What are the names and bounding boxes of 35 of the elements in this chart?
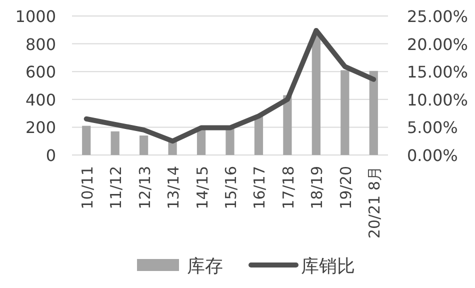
x-tick-label: 18/19 <box>308 166 326 210</box>
bar <box>340 70 350 155</box>
y-tick-label: 1000 <box>15 7 56 26</box>
x-tick-label: 11/12 <box>107 166 126 210</box>
bar <box>369 70 378 155</box>
y2-tick-label: 15.00% <box>407 62 468 82</box>
x-tick-label: 16/17 <box>250 166 269 210</box>
bar <box>283 95 292 155</box>
bar <box>254 115 264 155</box>
x-tick-label: 12/13 <box>136 166 154 210</box>
y2-tick-label: 5.00% <box>407 118 458 138</box>
y2-tick-label: 0.00% <box>407 146 458 165</box>
x-tick-label: 13/14 <box>164 166 183 210</box>
x-tick-label: 10/11 <box>78 166 96 210</box>
legend-label: 库存 <box>187 256 223 277</box>
x-tick-label: 14/15 <box>193 166 212 210</box>
y-tick-label: 400 <box>25 90 56 110</box>
y-tick-label: 0 <box>46 146 56 165</box>
y-tick-label: 600 <box>25 62 56 82</box>
x-tick-label: 19/20 <box>336 166 355 210</box>
x-tick-label: 17/18 <box>279 166 298 210</box>
bar <box>82 126 91 155</box>
y2-tick-label: 10.00% <box>407 90 468 110</box>
bar <box>226 128 234 155</box>
bar <box>140 136 148 155</box>
legend-label: 库销比 <box>301 256 355 277</box>
y-tick-label: 800 <box>25 34 56 54</box>
bar <box>196 128 206 155</box>
y-tick-label: 200 <box>25 118 56 138</box>
x-tick-label: 20/21 8月 <box>366 166 384 239</box>
bar <box>110 131 120 155</box>
y2-tick-label: 25.00% <box>407 7 468 26</box>
bar <box>312 35 320 155</box>
x-tick-label: 15/16 <box>222 166 240 210</box>
y2-tick-label: 20.00% <box>407 34 468 54</box>
